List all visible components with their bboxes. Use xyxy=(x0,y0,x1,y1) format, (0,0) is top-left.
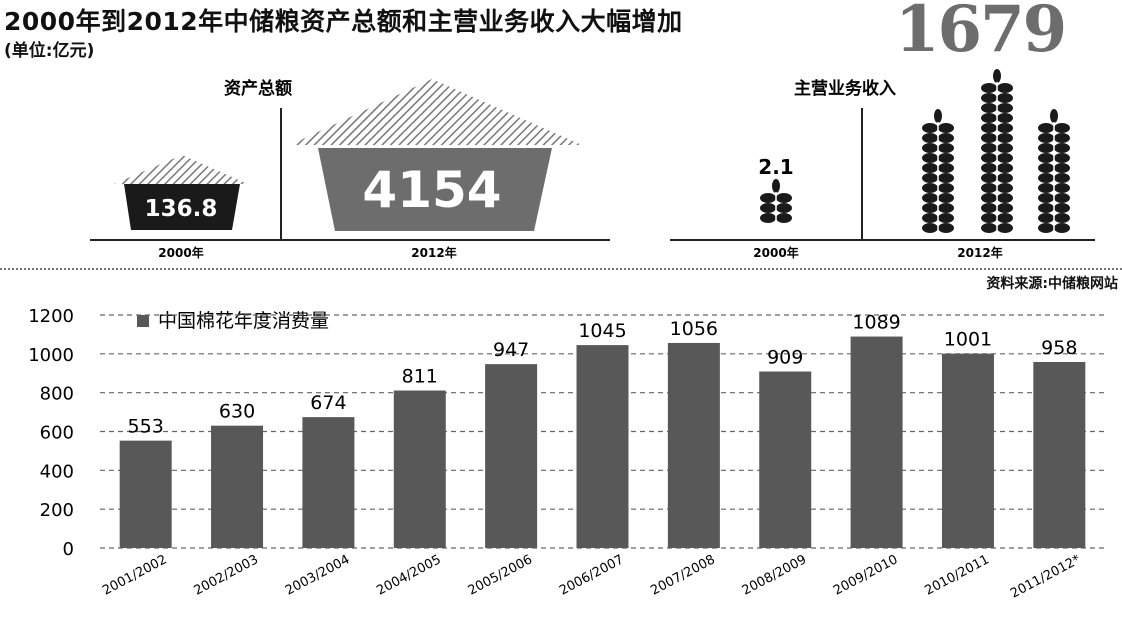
wheat-2012-icon xyxy=(922,69,1070,236)
bar xyxy=(119,440,172,548)
x-tick-label: 2001/2002 xyxy=(100,552,169,598)
bar xyxy=(667,342,720,548)
y-tick-label: 1000 xyxy=(28,345,74,366)
x-tick-label: 2006/2007 xyxy=(557,552,626,598)
revenue-year-2012: 2012年 xyxy=(957,245,1002,260)
bar xyxy=(393,390,446,548)
y-tick-label: 1200 xyxy=(28,306,74,327)
assets-year-2012: 2012年 xyxy=(411,245,456,260)
assets-label: 资产总额 xyxy=(224,78,292,99)
bar-value-label: 674 xyxy=(310,392,346,414)
x-tick-label: 2002/2003 xyxy=(192,552,261,598)
assets-value-2012: 4154 xyxy=(362,161,501,219)
bar xyxy=(850,336,903,548)
y-tick-label: 800 xyxy=(40,384,74,405)
house-2012-icon xyxy=(290,79,582,231)
x-tick-label: 2005/2006 xyxy=(466,552,535,598)
y-tick-label: 200 xyxy=(40,500,74,521)
assets-year-2000: 2000年 xyxy=(158,245,203,260)
bar xyxy=(941,353,994,548)
assets-value-2000: 136.8 xyxy=(145,196,218,222)
x-tick-label: 2011/2012* xyxy=(1008,552,1084,602)
bar-value-label: 947 xyxy=(493,339,529,361)
bar xyxy=(1033,361,1086,548)
cotton-consumption-chart: 中国棉花年度消费量 0 200 400 600 800 1000 1200 553 630 67… xyxy=(28,306,1105,602)
bar-value-label: 909 xyxy=(767,347,803,369)
bar-value-label: 553 xyxy=(128,416,164,438)
bar-value-label: 1001 xyxy=(944,329,992,351)
highlight-number: 1679 xyxy=(895,0,1067,67)
house-2000-icon xyxy=(114,155,248,230)
bar-value-label: 630 xyxy=(219,401,255,423)
y-tick-label: 0 xyxy=(63,539,74,560)
legend-label: 中国棉花年度消费量 xyxy=(158,310,329,332)
x-tick-label: 2010/2011 xyxy=(922,552,991,598)
x-tick-label: 2007/2008 xyxy=(648,552,717,598)
bar xyxy=(759,371,812,548)
revenue-year-2000: 2000年 xyxy=(753,245,798,260)
source-note: 资料来源:中储粮网站 xyxy=(986,276,1118,292)
x-tick-label: 2003/2004 xyxy=(283,552,352,598)
y-tick-label: 600 xyxy=(40,423,74,444)
bar-value-label: 811 xyxy=(402,366,438,388)
y-tick-label: 400 xyxy=(40,461,74,482)
unit-label: (单位:亿元) xyxy=(4,41,95,61)
revenue-value-2000: 2.1 xyxy=(758,155,793,179)
bar-value-label: 958 xyxy=(1041,337,1077,359)
x-tick-label: 2004/2005 xyxy=(374,552,443,598)
section-separator xyxy=(0,268,1122,270)
legend-swatch xyxy=(137,315,149,327)
bar xyxy=(211,425,264,548)
bar-value-label: 1089 xyxy=(852,312,900,334)
revenue-label: 主营业务收入 xyxy=(794,78,896,99)
bar xyxy=(576,345,629,548)
bar xyxy=(485,364,538,548)
infographic-panel: 资产总额 136.8 4154 2000年 2012年 主营业务收入 2.1 2… xyxy=(90,69,1095,260)
bar-value-label: 1045 xyxy=(578,320,626,342)
x-tick-label: 2009/2010 xyxy=(831,552,900,598)
infographic-title: 2000年到2012年中储粮资产总额和主营业务收入大幅增加 xyxy=(4,7,683,36)
bar xyxy=(302,417,355,548)
x-tick-label: 2008/2009 xyxy=(740,552,809,598)
wheat-2000-icon xyxy=(760,179,792,226)
bar-value-label: 1056 xyxy=(670,318,718,340)
